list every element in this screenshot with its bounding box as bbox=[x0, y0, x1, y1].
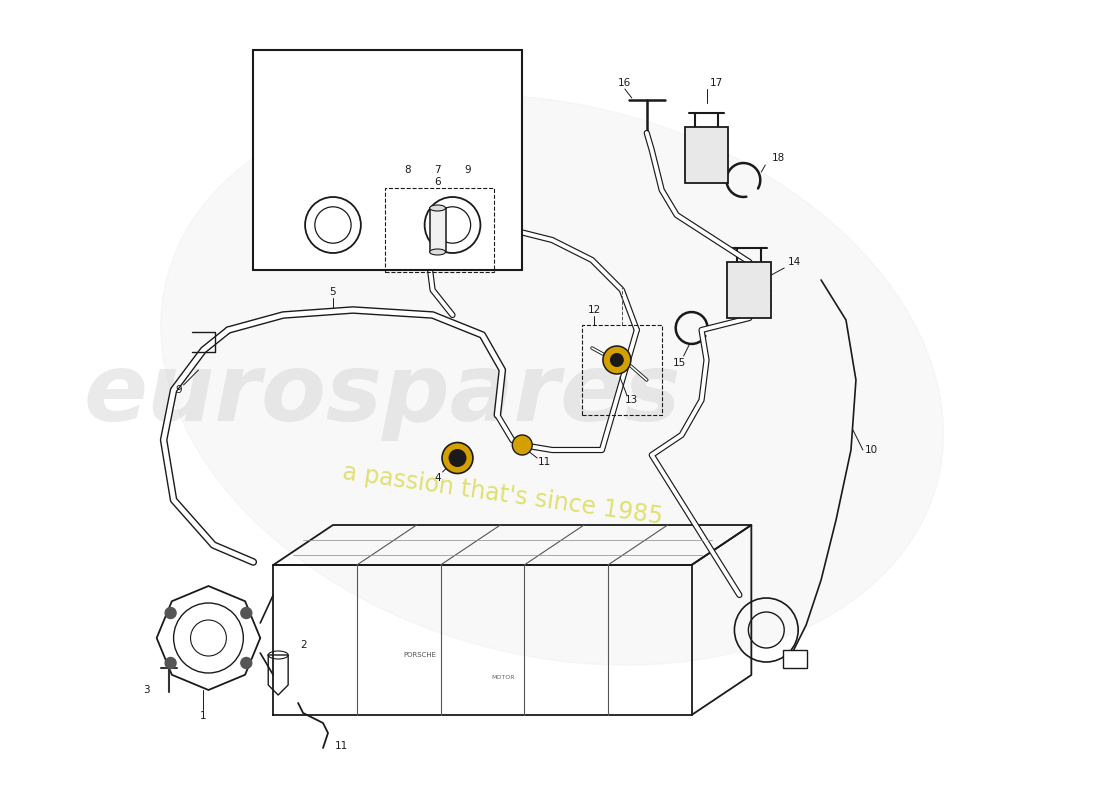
Text: 5: 5 bbox=[330, 287, 337, 297]
Ellipse shape bbox=[161, 95, 944, 665]
Bar bbox=[582, 325, 662, 415]
Circle shape bbox=[241, 658, 252, 669]
Circle shape bbox=[165, 658, 176, 669]
Text: 16: 16 bbox=[618, 78, 631, 88]
Text: MOTOR: MOTOR bbox=[492, 675, 515, 680]
Circle shape bbox=[241, 607, 252, 618]
Text: 9: 9 bbox=[464, 165, 471, 175]
Text: 2: 2 bbox=[300, 640, 307, 650]
Ellipse shape bbox=[430, 205, 446, 211]
Text: 10: 10 bbox=[865, 445, 878, 455]
Text: 13: 13 bbox=[625, 395, 638, 405]
Text: 3: 3 bbox=[143, 685, 150, 695]
Text: 18: 18 bbox=[771, 153, 785, 163]
Text: 14: 14 bbox=[788, 257, 801, 267]
Circle shape bbox=[449, 449, 466, 467]
Text: 8: 8 bbox=[405, 165, 411, 175]
Ellipse shape bbox=[430, 249, 446, 255]
Text: 4: 4 bbox=[434, 473, 441, 483]
Text: 15: 15 bbox=[673, 358, 686, 368]
Circle shape bbox=[603, 346, 630, 374]
Text: 7: 7 bbox=[434, 165, 441, 175]
Circle shape bbox=[513, 435, 532, 455]
Text: 11: 11 bbox=[334, 741, 348, 751]
Text: 17: 17 bbox=[710, 78, 723, 88]
Text: 9: 9 bbox=[175, 385, 182, 395]
Text: eurospares: eurospares bbox=[84, 349, 682, 441]
Bar bbox=[253, 50, 522, 270]
Text: 12: 12 bbox=[587, 305, 601, 315]
Circle shape bbox=[442, 442, 473, 474]
Bar bbox=[430, 208, 446, 252]
Text: 1: 1 bbox=[200, 711, 207, 721]
Text: a passion that's since 1985: a passion that's since 1985 bbox=[341, 461, 664, 530]
Bar bbox=[783, 650, 807, 668]
Bar bbox=[727, 262, 771, 318]
Circle shape bbox=[609, 353, 624, 367]
Bar bbox=[385, 188, 494, 272]
Text: PORSCHE: PORSCHE bbox=[403, 652, 436, 658]
Circle shape bbox=[165, 607, 176, 618]
Text: 11: 11 bbox=[538, 457, 551, 467]
Bar bbox=[684, 127, 728, 183]
Text: 6: 6 bbox=[434, 177, 441, 187]
